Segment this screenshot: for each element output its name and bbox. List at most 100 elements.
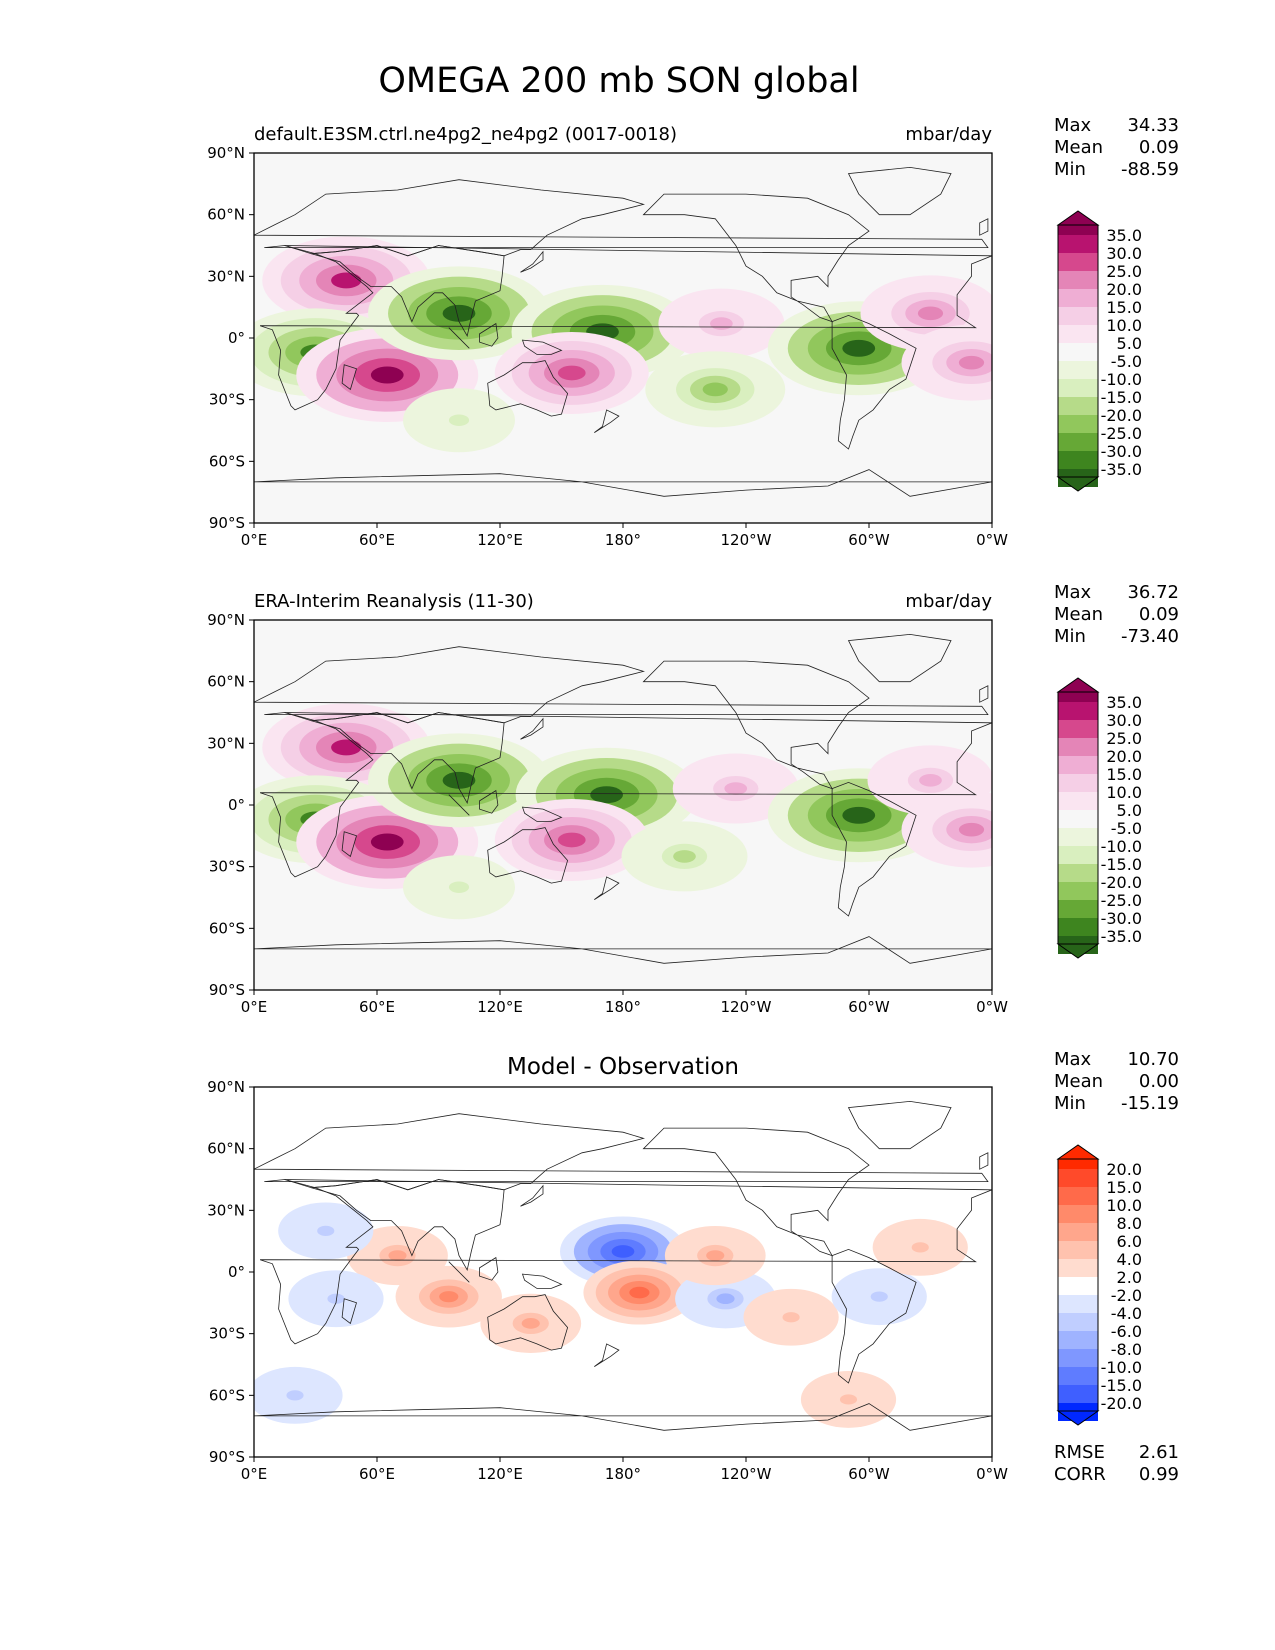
stat-value: 0.00 xyxy=(1139,1071,1179,1092)
lat-tick-label: 60°N xyxy=(207,206,245,224)
lat-tick-label: 0° xyxy=(228,1263,245,1281)
lon-tick-label: 120°W xyxy=(721,998,772,1016)
contour-negative xyxy=(702,382,728,397)
colorbar-swatch xyxy=(1058,1295,1098,1313)
stat-value: 36.72 xyxy=(1127,582,1179,603)
lon-tick-label: 60°E xyxy=(359,1465,395,1483)
lat-tick-label: 30°N xyxy=(207,734,245,752)
colorbar-label: -4.0 xyxy=(1111,1304,1142,1323)
colorbar-label: -8.0 xyxy=(1111,1340,1142,1359)
stat-value: 2.61 xyxy=(1139,1442,1179,1463)
stat-value: -88.59 xyxy=(1121,159,1179,180)
colorbar-swatch xyxy=(1058,738,1098,756)
contour-fill xyxy=(254,166,992,497)
contour-negative xyxy=(673,850,696,863)
contour-positive xyxy=(706,1250,725,1261)
colorbar-swatch xyxy=(1058,1223,1098,1241)
colorbar-swatch xyxy=(1058,379,1098,397)
colorbar-swatch xyxy=(1058,900,1098,918)
coastline xyxy=(448,327,470,349)
coastline xyxy=(341,364,357,391)
contour-positive xyxy=(370,833,404,851)
coastline xyxy=(642,660,870,790)
coastline xyxy=(979,218,989,236)
coastline xyxy=(448,794,470,816)
map-panel-obs: ERA-Interim Reanalysis (11-30) mbar/day 90… xyxy=(207,582,1179,1016)
contour-positive xyxy=(958,355,985,370)
colorbar-label: -10.0 xyxy=(1101,837,1142,856)
colorbar-label: -25.0 xyxy=(1101,424,1142,443)
lon-tick-label: 0°W xyxy=(976,531,1008,549)
colorbar-swatch xyxy=(1058,810,1098,828)
colorbar-label: 15.0 xyxy=(1106,1178,1142,1197)
coastline xyxy=(259,1179,992,1345)
colorbar-swatch xyxy=(1058,702,1098,720)
colorbar-swatch xyxy=(1058,1187,1098,1205)
colorbar-label: 20.0 xyxy=(1106,1160,1142,1179)
stat-label: Max xyxy=(1054,115,1092,136)
coastline xyxy=(479,1256,499,1281)
colorbar-label: 15.0 xyxy=(1106,298,1142,317)
colorbar-swatch xyxy=(1058,289,1098,307)
lat-tick-label: 90°S xyxy=(209,981,245,999)
lon-tick-label: 120°W xyxy=(721,531,772,549)
coastline xyxy=(594,876,620,900)
colorbar-swatch xyxy=(1058,433,1098,451)
colorbar-label: 5.0 xyxy=(1117,801,1142,820)
colorbar-swatch xyxy=(1058,882,1098,900)
colorbar-label: 35.0 xyxy=(1106,693,1142,712)
contour-negative xyxy=(870,1291,888,1302)
colorbar-swatch xyxy=(1058,1331,1098,1349)
lat-tick-label: 90°N xyxy=(207,611,245,629)
contour-positive xyxy=(782,1312,800,1323)
lon-tick-label: 60°E xyxy=(359,998,395,1016)
contour-negative xyxy=(842,806,876,824)
coastline xyxy=(979,1152,989,1170)
lon-tick-label: 0°E xyxy=(241,998,268,1016)
colorbar-swatch xyxy=(1058,1367,1098,1385)
lat-tick-label: 0° xyxy=(228,329,245,347)
colorbar-label: -10.0 xyxy=(1101,370,1142,389)
contour-negative xyxy=(590,786,623,804)
coastline xyxy=(594,409,620,433)
lat-tick-label: 90°S xyxy=(209,1448,245,1466)
colorbar-label: -30.0 xyxy=(1101,442,1142,461)
lon-tick-label: 120°E xyxy=(477,1465,523,1483)
stat-label: Min xyxy=(1054,626,1086,647)
colorbar-label: -35.0 xyxy=(1101,927,1142,946)
map-panel-diff: Model - Observation 90°N 60°N 30°N 0° 30°S 60°… xyxy=(207,1049,1179,1485)
colorbar-swatch xyxy=(1058,361,1098,379)
coastline xyxy=(979,685,989,703)
panel-title: Model - Observation xyxy=(507,1054,739,1080)
stat-label: Max xyxy=(1054,1049,1092,1070)
colorbar-swatch xyxy=(1058,1169,1098,1187)
colorbar-swatch xyxy=(1058,756,1098,774)
colorbar-swatch xyxy=(1058,918,1098,936)
coastline xyxy=(254,1403,992,1431)
coastline xyxy=(642,193,870,323)
colorbar-swatch xyxy=(1058,307,1098,325)
coastline xyxy=(831,314,917,450)
colorbar-label: 4.0 xyxy=(1117,1250,1142,1269)
coastline xyxy=(487,827,569,884)
contour-positive xyxy=(919,774,942,787)
lon-tick-label: 180° xyxy=(605,998,641,1016)
coastline xyxy=(521,339,563,355)
coastline xyxy=(487,1294,569,1351)
contour-negative xyxy=(442,304,476,322)
colorbar-swatch xyxy=(1058,225,1098,235)
colorbar-label: -25.0 xyxy=(1101,891,1142,910)
colorbar-label: 30.0 xyxy=(1106,711,1142,730)
lat-tick-label: 0° xyxy=(228,796,245,814)
contour-fill xyxy=(254,1100,992,1431)
colorbar-swatch xyxy=(1058,343,1098,361)
coastline xyxy=(254,179,989,257)
lat-tick-label: 30°S xyxy=(209,858,245,876)
panel-title: ERA-Interim Reanalysis (11-30) xyxy=(254,591,534,612)
colorbar-swatch xyxy=(1058,846,1098,864)
contour-positive xyxy=(917,306,944,321)
colorbar-label: -5.0 xyxy=(1111,819,1142,838)
colorbar: 20.015.010.08.06.04.02.0-2.0-4.0-6.0-8.0… xyxy=(1056,1144,1142,1426)
colorbar-swatch xyxy=(1058,235,1098,253)
